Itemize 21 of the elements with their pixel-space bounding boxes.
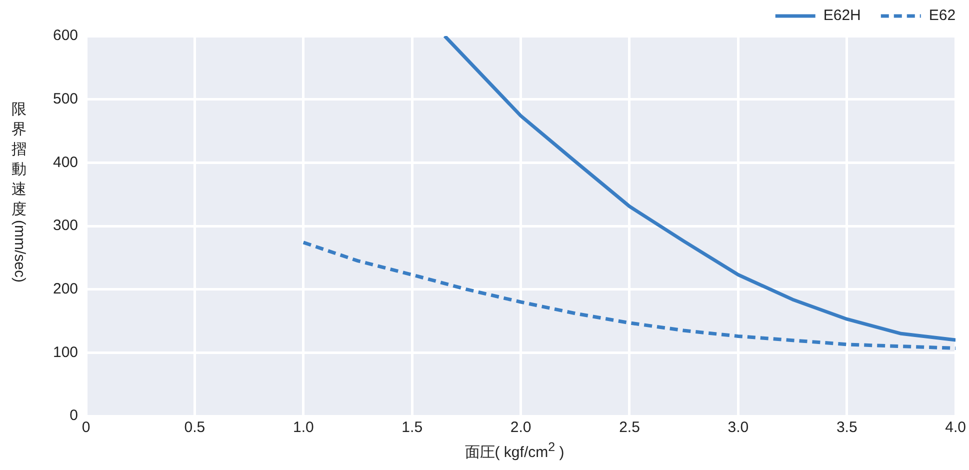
- line-series: [302, 240, 956, 350]
- x-tick-label: 3.0: [728, 419, 749, 436]
- y-tick-label: 300: [52, 217, 78, 234]
- x-axis-title: 面圧( kgf/cm$^{2}$ ): [464, 440, 566, 462]
- legend-label: E62H: [823, 7, 861, 24]
- y-tick-label: 600: [52, 27, 78, 44]
- y-tick-label: 200: [52, 280, 78, 298]
- y-tick-label: 0: [70, 407, 78, 424]
- x-tick-label: 3.5: [836, 419, 858, 436]
- x-tick-label: 2.0: [510, 419, 532, 436]
- y-tick-label: 100: [52, 344, 78, 361]
- x-tick-label: 0: [82, 419, 90, 436]
- x-tick-label: 4.0: [945, 419, 966, 436]
- x-tick-label: 0.5: [184, 419, 206, 436]
- x-tick-label: 1.5: [402, 419, 423, 436]
- x-tick-label: 2.5: [619, 419, 640, 436]
- y-tick-label: 400: [52, 154, 78, 171]
- x-tick-label: 1.0: [292, 419, 314, 436]
- legend-label: E62: [928, 7, 956, 24]
- y-axis-title: 限界摺動速度(mm/sec): [10, 100, 29, 282]
- y-tick-label: 500: [52, 90, 78, 108]
